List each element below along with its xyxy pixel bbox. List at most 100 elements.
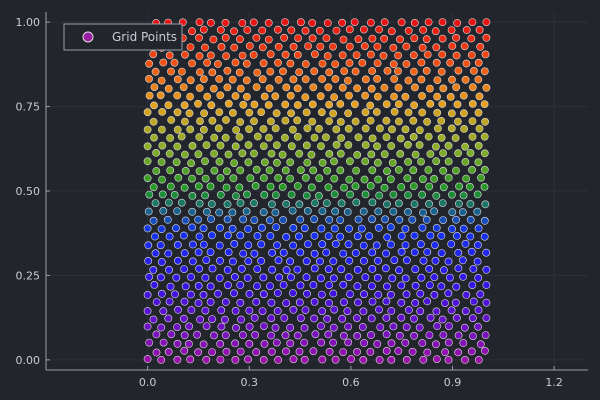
- data-point: [474, 322, 482, 331]
- data-point: [286, 323, 294, 332]
- data-point: [465, 182, 474, 191]
- data-point: [223, 231, 232, 240]
- data-point: [368, 67, 376, 75]
- data-point: [184, 339, 193, 348]
- data-point: [382, 100, 391, 108]
- data-point: [195, 84, 204, 92]
- data-point: [173, 323, 181, 331]
- data-point: [345, 157, 354, 166]
- data-point: [444, 173, 453, 182]
- data-point: [387, 355, 396, 364]
- data-point: [468, 314, 477, 323]
- data-point: [474, 141, 483, 150]
- data-point: [344, 124, 353, 133]
- data-point: [243, 190, 251, 199]
- data-point: [474, 108, 483, 117]
- data-point: [354, 215, 363, 224]
- data-point: [268, 248, 276, 257]
- data-point: [431, 27, 440, 36]
- data-point: [271, 92, 280, 101]
- data-point: [259, 59, 268, 68]
- data-point: [174, 173, 183, 182]
- data-point: [238, 331, 247, 339]
- data-point: [199, 25, 208, 34]
- data-point: [462, 26, 471, 34]
- data-point: [230, 289, 238, 298]
- data-point: [474, 306, 483, 314]
- data-point: [214, 124, 223, 133]
- data-point: [202, 256, 211, 264]
- data-point: [402, 323, 411, 331]
- data-point: [186, 290, 195, 299]
- data-point: [239, 100, 248, 109]
- data-point: [397, 313, 406, 322]
- data-point: [403, 140, 412, 149]
- data-point: [216, 223, 224, 232]
- data-point: [179, 314, 188, 323]
- data-point: [224, 99, 233, 108]
- data-point: [410, 248, 419, 257]
- data-point: [235, 183, 244, 192]
- data-point: [375, 355, 384, 364]
- y-tick-label: 0.00: [16, 354, 41, 367]
- data-point: [145, 190, 154, 199]
- data-point: [343, 76, 352, 85]
- data-point: [231, 339, 239, 348]
- data-point: [390, 92, 398, 101]
- data-point: [432, 223, 441, 232]
- data-point: [404, 157, 412, 166]
- data-point: [309, 347, 318, 356]
- data-point: [180, 265, 188, 273]
- data-point: [336, 166, 345, 175]
- data-point: [194, 248, 203, 257]
- data-point: [339, 280, 348, 289]
- data-point: [177, 67, 186, 76]
- data-point: [438, 315, 447, 324]
- data-point: [228, 224, 237, 233]
- data-point: [173, 240, 182, 249]
- data-point: [432, 191, 441, 200]
- data-point: [309, 166, 318, 175]
- data-point: [389, 207, 398, 216]
- data-point: [368, 248, 377, 257]
- data-point: [389, 60, 398, 69]
- data-point: [250, 199, 258, 208]
- data-point: [473, 241, 482, 249]
- data-point: [458, 256, 467, 265]
- data-point: [310, 133, 319, 142]
- data-point: [382, 116, 391, 125]
- data-point: [432, 43, 441, 52]
- data-point: [394, 347, 403, 355]
- data-point: [203, 92, 212, 101]
- data-point: [188, 207, 197, 216]
- data-point: [430, 241, 439, 249]
- data-point: [418, 175, 427, 184]
- data-point: [411, 281, 420, 290]
- data-point: [216, 174, 225, 182]
- data-point: [236, 166, 245, 175]
- data-point: [422, 35, 431, 44]
- data-point: [315, 124, 323, 133]
- data-point: [144, 256, 153, 265]
- data-point: [352, 314, 361, 323]
- data-point: [452, 51, 461, 60]
- data-point: [310, 215, 318, 224]
- data-point: [431, 142, 440, 151]
- data-point: [208, 116, 217, 125]
- y-tick-label: 0.25: [16, 269, 41, 282]
- data-point: [201, 157, 209, 166]
- data-point: [379, 51, 388, 60]
- data-point: [410, 83, 419, 92]
- data-point: [165, 232, 174, 241]
- data-point: [152, 148, 160, 157]
- data-point: [318, 207, 327, 215]
- data-point: [415, 126, 424, 135]
- data-point: [438, 199, 447, 207]
- data-point: [455, 182, 463, 191]
- data-point: [295, 68, 303, 76]
- data-point: [394, 199, 403, 208]
- data-point: [257, 240, 266, 249]
- data-point: [325, 117, 333, 125]
- data-point: [288, 206, 297, 215]
- data-point: [143, 224, 152, 233]
